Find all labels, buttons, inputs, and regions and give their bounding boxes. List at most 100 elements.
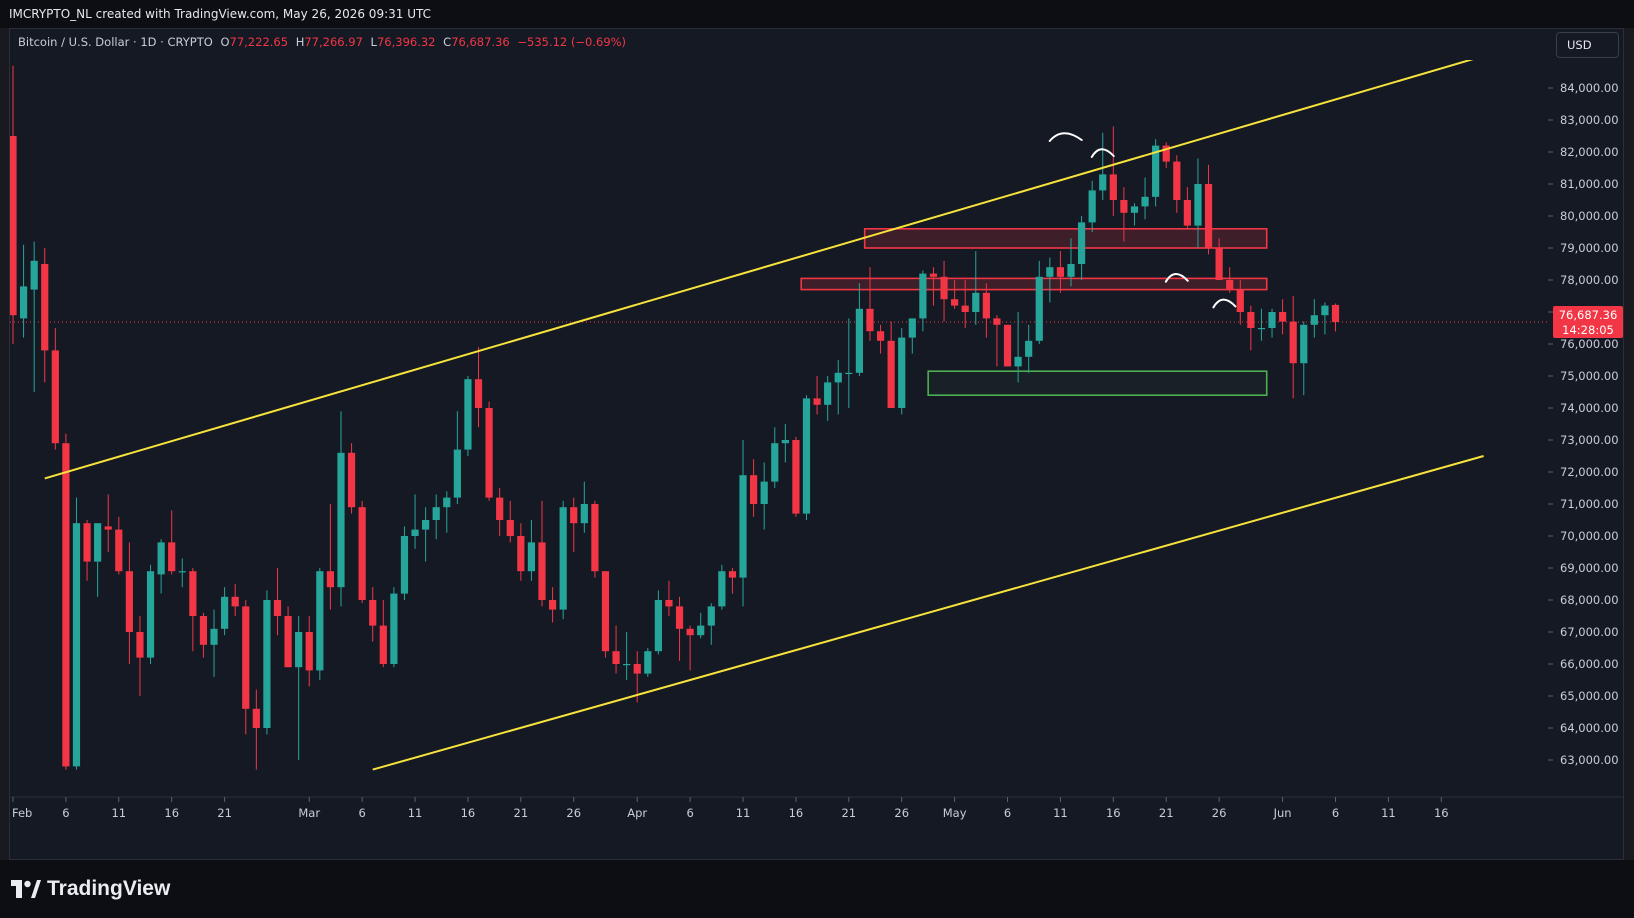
candle-34[interactable]	[369, 587, 377, 642]
candle-33[interactable]	[358, 500, 366, 604]
candle-107[interactable]	[1141, 177, 1149, 220]
candle-56[interactable]	[601, 571, 610, 658]
candle-119[interactable]	[1268, 308, 1276, 338]
candle-1[interactable]	[19, 244, 28, 338]
candle-26[interactable]	[284, 606, 292, 668]
candle-123[interactable]	[1310, 299, 1318, 338]
candle-117[interactable]	[1247, 305, 1255, 351]
candle-64[interactable]	[686, 625, 694, 671]
candle-71[interactable]	[760, 462, 768, 530]
candle-78[interactable]	[834, 360, 842, 415]
candle-18[interactable]	[199, 612, 208, 658]
candle-108[interactable]	[1152, 139, 1160, 207]
candle-67[interactable]	[718, 564, 726, 610]
candle-87[interactable]	[929, 267, 938, 306]
candle-58[interactable]	[623, 632, 631, 680]
candle-48[interactable]	[517, 523, 525, 581]
candle-100[interactable]	[1067, 238, 1075, 287]
candle-32[interactable]	[347, 443, 356, 514]
candle-8[interactable]	[94, 523, 102, 597]
candle-24[interactable]	[263, 590, 271, 735]
candle-89[interactable]	[951, 280, 959, 309]
support-zone-2[interactable]	[927, 370, 1268, 397]
candle-43[interactable]	[464, 376, 472, 456]
candle-90[interactable]	[961, 280, 969, 328]
candle-39[interactable]	[422, 507, 430, 562]
candle-110[interactable]	[1173, 155, 1181, 213]
candle-19[interactable]	[210, 609, 218, 677]
candle-13[interactable]	[146, 564, 155, 664]
candle-75[interactable]	[802, 395, 811, 520]
candle-6[interactable]	[72, 497, 81, 770]
candle-109[interactable]	[1162, 142, 1170, 168]
candle-14[interactable]	[157, 539, 165, 594]
candle-68[interactable]	[728, 568, 737, 594]
candle-103[interactable]	[1099, 132, 1107, 200]
candle-27[interactable]	[295, 616, 303, 760]
candle-111[interactable]	[1183, 187, 1191, 229]
candle-21[interactable]	[231, 584, 239, 616]
candle-72[interactable]	[771, 427, 779, 488]
candle-15[interactable]	[168, 510, 176, 575]
candle-70[interactable]	[750, 459, 758, 517]
candle-36[interactable]	[390, 587, 398, 668]
candle-73[interactable]	[781, 424, 789, 463]
candle-2[interactable]	[30, 241, 38, 392]
candle-10[interactable]	[115, 516, 123, 575]
top-arc-annotation-0[interactable]	[1048, 132, 1083, 142]
candle-17[interactable]	[189, 568, 197, 652]
candle-0[interactable]	[9, 65, 17, 344]
candle-116[interactable]	[1236, 280, 1244, 325]
top-arc-annotation-2[interactable]	[1164, 273, 1189, 283]
candle-37[interactable]	[400, 526, 409, 600]
candle-83[interactable]	[887, 321, 895, 408]
candle-4[interactable]	[51, 328, 59, 450]
candle-95[interactable]	[1014, 312, 1022, 383]
candle-101[interactable]	[1077, 216, 1086, 280]
top-arc-annotation-3[interactable]	[1212, 298, 1237, 309]
candle-85[interactable]	[908, 318, 916, 354]
candle-40[interactable]	[432, 494, 440, 540]
candle-106[interactable]	[1130, 203, 1139, 226]
candle-118[interactable]	[1257, 308, 1266, 341]
candle-62[interactable]	[665, 580, 673, 616]
resistance-zone-1[interactable]	[800, 277, 1268, 291]
candle-45[interactable]	[485, 401, 493, 501]
candle-60[interactable]	[644, 648, 652, 677]
candle-44[interactable]	[474, 347, 483, 428]
candle-84[interactable]	[898, 328, 906, 415]
candle-98[interactable]	[1046, 257, 1054, 303]
candle-47[interactable]	[506, 500, 514, 543]
candle-88[interactable]	[940, 260, 948, 322]
candle-22[interactable]	[242, 600, 250, 735]
currency-button[interactable]: USD	[1556, 32, 1619, 58]
candle-77[interactable]	[824, 376, 832, 421]
candle-42[interactable]	[453, 411, 461, 504]
candle-31[interactable]	[337, 411, 345, 607]
candle-16[interactable]	[178, 558, 186, 588]
candle-122[interactable]	[1300, 321, 1308, 396]
candle-112[interactable]	[1194, 158, 1202, 248]
candle-12[interactable]	[136, 616, 144, 696]
candle-35[interactable]	[379, 600, 387, 668]
candle-55[interactable]	[591, 500, 599, 578]
candle-51[interactable]	[548, 587, 557, 623]
chart-panel[interactable]	[9, 28, 1624, 860]
candle-86[interactable]	[919, 270, 927, 332]
candle-28[interactable]	[305, 616, 313, 687]
channel-upper-trendline[interactable]	[44, 56, 1484, 480]
candle-91[interactable]	[972, 251, 980, 325]
candle-96[interactable]	[1025, 324, 1033, 373]
candle-69[interactable]	[739, 440, 747, 607]
candle-92[interactable]	[982, 283, 990, 338]
candle-20[interactable]	[221, 587, 229, 636]
candle-105[interactable]	[1120, 187, 1128, 242]
candle-124[interactable]	[1321, 302, 1329, 335]
candle-5[interactable]	[62, 433, 70, 770]
candle-114[interactable]	[1215, 238, 1223, 280]
candle-29[interactable]	[316, 568, 324, 680]
candle-53[interactable]	[570, 497, 578, 552]
candle-38[interactable]	[411, 494, 419, 549]
candle-121[interactable]	[1289, 296, 1297, 399]
